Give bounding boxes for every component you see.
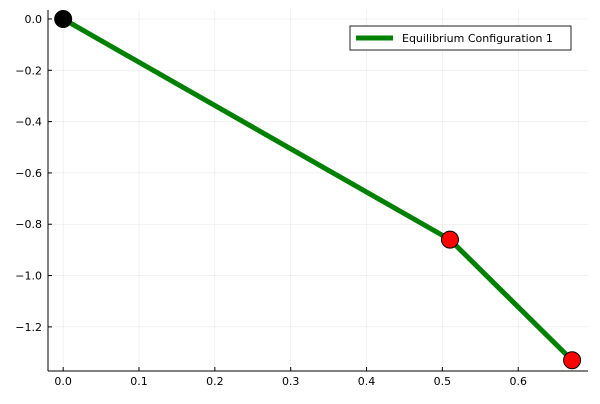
data-point-marker — [440, 230, 459, 249]
x-tick-label: 0.3 — [282, 375, 300, 388]
y-tick-label: −0.8 — [15, 218, 42, 231]
y-tick-label: −1.0 — [15, 270, 42, 283]
y-tick-label: 0.0 — [25, 13, 43, 26]
marker-layer — [54, 9, 582, 370]
x-tick-label: 0.2 — [206, 375, 224, 388]
data-point-marker — [563, 351, 582, 370]
x-tick-label: 0.0 — [54, 375, 72, 388]
data-point-marker — [54, 9, 73, 28]
y-tick-label: −0.4 — [15, 116, 42, 129]
y-axis-ticks: 0.0 −0.2 −0.4 −0.6 −0.8 −1.0 −1.2 — [15, 13, 52, 334]
x-tick-label: 0.1 — [130, 375, 148, 388]
x-axis-ticks: 0.0 0.1 0.2 0.3 0.4 0.5 0.6 — [54, 367, 527, 388]
legend: Equilibrium Configuration 1 — [349, 25, 572, 51]
x-tick-label: 0.5 — [434, 375, 452, 388]
x-tick-label: 0.4 — [358, 375, 376, 388]
legend-label: Equilibrium Configuration 1 — [402, 32, 553, 45]
x-tick-label: 0.6 — [509, 375, 527, 388]
y-tick-label: −0.2 — [15, 64, 42, 77]
y-tick-label: −1.2 — [15, 321, 42, 334]
y-tick-label: −0.6 — [15, 167, 42, 180]
